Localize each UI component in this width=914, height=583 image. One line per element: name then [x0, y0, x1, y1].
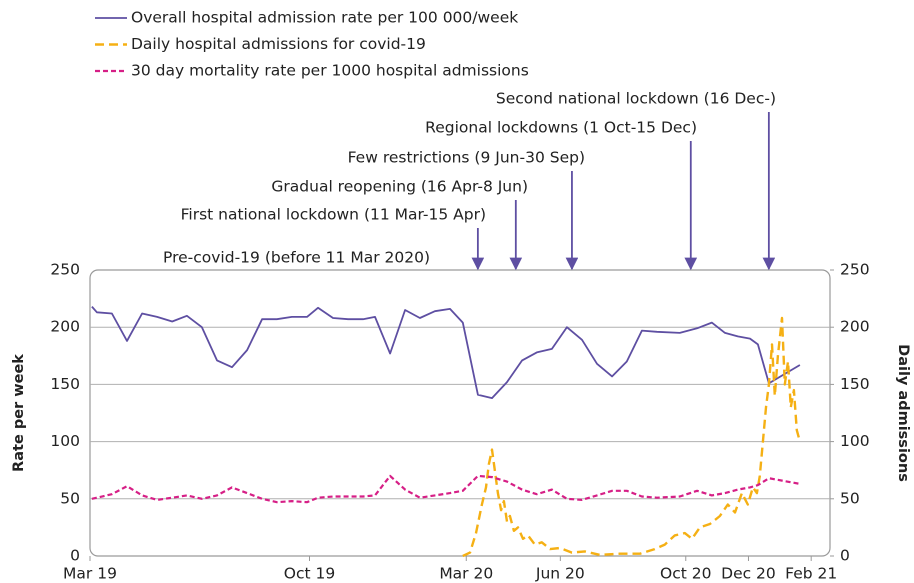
y2-tick-label: 250	[840, 261, 870, 279]
x-tick-label: Oct 19	[284, 565, 335, 583]
y-tick-label: 100	[50, 432, 80, 450]
data-line	[91, 474, 801, 504]
y-axis-title: Rate per week	[11, 354, 27, 472]
y2-tick-label: 50	[840, 489, 860, 507]
phase-label: Gradual reopening (16 Apr-8 Jun)	[271, 178, 528, 196]
y-tick-label: 200	[50, 318, 80, 336]
y2-tick-label: 100	[840, 432, 870, 450]
x-tick-label: Jun 20	[535, 565, 585, 583]
data-line	[91, 306, 801, 399]
y-tick-label: 250	[50, 261, 80, 279]
data-line	[462, 316, 802, 558]
y2-axis-title: Daily admissions	[895, 344, 911, 482]
y-tick-label: 150	[50, 375, 80, 393]
y2-tick-label: 150	[840, 375, 870, 393]
x-tick-label: Feb 21	[785, 565, 837, 583]
phase-label: Pre-covid-19 (before 11 Mar 2020)	[163, 249, 430, 267]
legend-label: Overall hospital admission rate per 100 …	[131, 9, 518, 27]
x-tick-label: Mar 19	[63, 565, 117, 583]
plot-frame	[89, 269, 831, 557]
y2-tick-label: 200	[840, 318, 870, 336]
x-tick-label: Oct 20	[660, 565, 711, 583]
legend-label: 30 day mortality rate per 1000 hospital …	[131, 62, 529, 80]
phase-label: Second national lockdown (16 Dec-)	[496, 90, 776, 108]
phase-label: Few restrictions (9 Jun-30 Sep)	[348, 149, 585, 167]
x-tick-label: Dec 20	[721, 565, 776, 583]
y-tick-label: 0	[70, 547, 80, 565]
legend-label: Daily hospital admissions for covid-19	[131, 35, 426, 53]
phase-label: First national lockdown (11 Mar-15 Apr)	[181, 206, 486, 224]
x-tick-label: Mar 20	[439, 565, 493, 583]
phase-label: Regional lockdowns (1 Oct-15 Dec)	[425, 119, 697, 137]
y-tick-label: 50	[60, 489, 80, 507]
y2-tick-label: 0	[840, 547, 850, 565]
